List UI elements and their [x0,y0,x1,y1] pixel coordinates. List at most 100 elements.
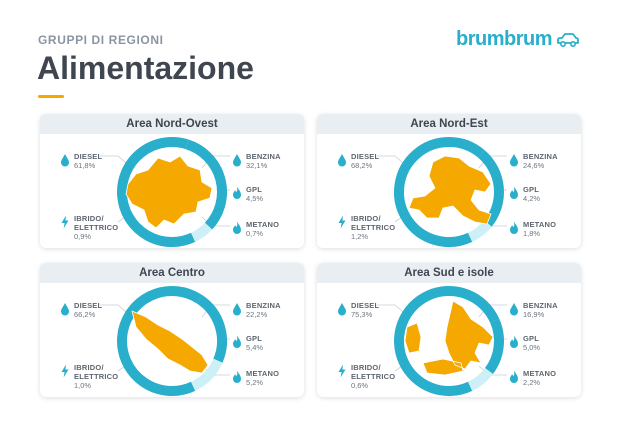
entry-label-gpl: GPL [246,334,263,343]
entry-label-ibrido: ELETTRICO [74,372,119,381]
flame-icon [233,186,241,199]
flame-icon [510,370,518,383]
entry-label-gpl: GPL [246,185,263,194]
entry-metano: METANO 2,2% [509,369,556,387]
entry-label-ibrido: IBRIDO/ [74,214,104,223]
drop-icon [233,303,241,316]
entry-value-diesel: 68,2% [351,161,373,170]
entry-value-benzina: 16,9% [523,310,545,319]
drop-icon [510,154,518,167]
entry-value-benzina: 24,6% [523,161,545,170]
entry-label-metano: METANO [523,369,557,378]
entry-value-ibrido: 0,6% [351,381,369,390]
drop-icon [510,303,518,316]
entry-benzina: BENZINA 32,1% [232,152,281,170]
bolt-icon [338,364,346,378]
ring-segment-gpl [475,220,492,237]
entry-benzina: BENZINA 22,2% [232,301,281,319]
entry-label-metano: METANO [523,220,557,229]
entry-ibrido: IBRIDO/ELETTRICO 1,2% [337,214,395,241]
title-underline [38,95,64,98]
bolt-icon [61,364,69,378]
entry-label-benzina: BENZINA [246,301,281,310]
ring-segment-ibrido [190,380,199,391]
entry-diesel: DIESEL 61,8% [60,152,102,170]
entry-value-diesel: 66,2% [74,310,96,319]
donut-chart [377,286,507,396]
ring-segment-benzina [484,318,504,375]
entry-label-gpl: GPL [523,185,540,194]
entry-metano: METANO 1,8% [509,220,556,238]
entry-gpl: GPL 4,5% [232,185,263,203]
entry-value-metano: 5,2% [246,378,264,387]
map-sud-isole [404,300,494,376]
entry-diesel: DIESEL 68,2% [337,152,379,170]
entry-value-gpl: 5,4% [246,343,264,352]
ring-segment-benzina [478,150,504,227]
entry-value-gpl: 4,5% [246,194,264,203]
brand-name: brumbrum [456,28,553,50]
ring-segment-ibrido [467,381,475,391]
flame-icon [233,370,241,383]
entry-gpl: GPL 5,0% [509,334,540,352]
car-icon [557,32,579,47]
entry-benzina: BENZINA 16,9% [509,301,558,319]
ring-segment-metano [469,377,481,390]
entry-label-ibrido: IBRIDO/ [74,363,104,372]
entry-label-metano: METANO [246,220,280,229]
drop-icon [61,303,69,316]
bolt-icon [61,215,69,229]
ring-segment-metano [193,371,213,390]
entry-label-gpl: GPL [523,334,540,343]
flame-icon [510,221,518,234]
area-card: Area Centro DIESEL 66,2% IBRIDO/ELETTRICO 1,… [40,263,304,397]
entry-label-ibrido: IBRIDO/ [351,214,381,223]
entry-label-diesel: DIESEL [74,301,103,310]
drop-icon [338,303,346,316]
entry-ibrido: IBRIDO/ELETTRICO 0,6% [337,363,395,390]
entry-label-benzina: BENZINA [246,152,281,161]
ring-segment-diesel [394,137,485,247]
entry-diesel: DIESEL 66,2% [60,301,102,319]
card-title: Area Nord-Ovest [40,114,304,134]
entry-label-benzina: BENZINA [523,301,558,310]
flame-icon [510,335,518,348]
entry-value-diesel: 75,3% [351,310,373,319]
drop-icon [338,154,346,167]
entry-label-benzina: BENZINA [523,152,558,161]
flame-icon [233,221,241,234]
entry-value-metano: 0,7% [246,229,264,238]
ring-segment-ibrido [190,231,199,242]
entry-ibrido: IBRIDO/ELETTRICO 1,0% [60,363,118,390]
entry-label-ibrido: ELETTRICO [74,223,119,232]
card-title: Area Sud e isole [317,263,581,283]
ring-segment-metano [193,230,201,241]
entry-value-diesel: 61,8% [74,161,96,170]
entry-metano: METANO 0,7% [232,220,279,238]
ring-segment-gpl [194,222,213,240]
entry-label-ibrido: IBRIDO/ [351,363,381,372]
donut-chart [100,286,230,396]
entry-value-gpl: 4,2% [523,194,541,203]
entry-benzina: BENZINA 24,6% [509,152,558,170]
donut-chart [377,137,507,247]
area-card: Area Sud e isole DIESEL 75,3% IBRIDO/ELETTR… [317,263,581,397]
ring-segment-diesel [117,286,203,396]
map-centro [131,310,209,374]
entry-value-benzina: 22,2% [246,310,268,319]
drop-icon [61,154,69,167]
entry-value-gpl: 5,0% [523,343,541,352]
ring-segment-diesel [117,137,196,247]
entry-value-ibrido: 1,0% [74,381,92,390]
brand-logo[interactable]: brumbrum [456,28,580,51]
header-subtitle: GRUPPI DI REGIONI [38,33,164,47]
entry-metano: METANO 5,2% [232,369,279,387]
entry-value-benzina: 32,1% [246,161,268,170]
page-title: Alimentazione [37,50,254,86]
bolt-icon [338,215,346,229]
entry-diesel: DIESEL 75,3% [337,301,379,319]
donut-chart [100,137,230,247]
ring-segment-benzina [185,139,227,230]
entry-gpl: GPL 5,4% [232,334,263,352]
ring-segment-benzina [196,295,227,363]
